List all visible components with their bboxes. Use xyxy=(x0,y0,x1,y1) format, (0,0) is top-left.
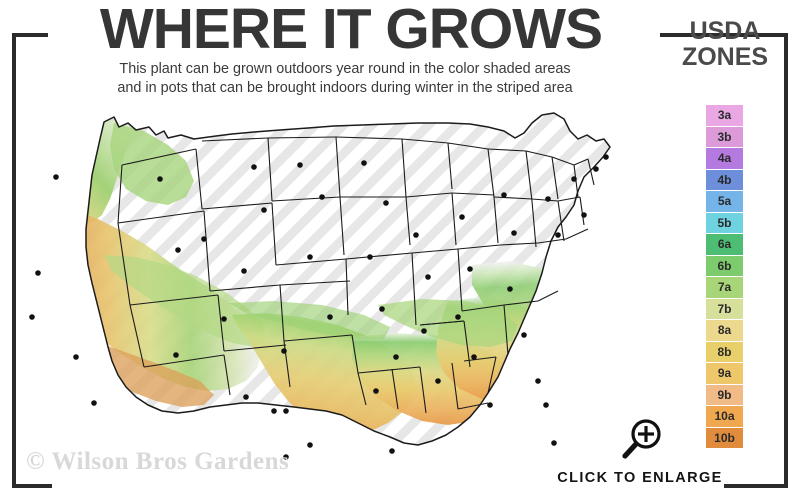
city-dots xyxy=(29,154,609,460)
state-boundaries xyxy=(85,112,611,446)
zone-swatch-8b[interactable]: 8b xyxy=(706,341,743,363)
usda-heading-line-2: ZONES xyxy=(681,43,769,71)
frame-left-segment xyxy=(12,33,16,488)
zone-swatch-10b[interactable]: 10b xyxy=(706,427,743,449)
magnifier-plus-icon[interactable] xyxy=(618,418,666,462)
zone-swatch-8a[interactable]: 8a xyxy=(706,320,743,342)
frame-right-segment xyxy=(784,33,788,455)
zone-swatch-7a[interactable]: 7a xyxy=(706,277,743,299)
watermark: © Wilson Bros Gardens xyxy=(26,448,290,475)
frame-bottom-left-segment xyxy=(12,484,52,488)
zone-swatch-5a[interactable]: 5a xyxy=(706,191,743,213)
zone-swatch-7b[interactable]: 7b xyxy=(706,298,743,320)
zone-swatch-6a[interactable]: 6a xyxy=(706,234,743,256)
zone-swatch-9a[interactable]: 9a xyxy=(706,363,743,385)
zone-swatch-4a[interactable]: 4a xyxy=(706,148,743,170)
usda-zones-heading: USDA ZONES xyxy=(655,18,795,70)
subtitle-line-1: This plant can be grown outdoors year ro… xyxy=(119,61,571,77)
zone-swatch-9b[interactable]: 9b xyxy=(706,384,743,406)
usda-heading-line-1: USDA xyxy=(689,17,761,45)
zone-swatch-4b[interactable]: 4b xyxy=(706,169,743,191)
frame-right-lower-segment xyxy=(784,455,788,488)
zone-swatch-6b[interactable]: 6b xyxy=(706,255,743,277)
usda-hardiness-map[interactable] xyxy=(18,105,648,465)
page-title: WHERE IT GROWS xyxy=(99,0,603,61)
click-to-enlarge-label[interactable]: CLICK TO ENLARGE xyxy=(557,470,723,486)
usda-zone-legend[interactable]: 3a 3b 4a 4b 5a 5b 6a 6b 7a 7b 8a 8b 9a 9b 10a 10b xyxy=(706,105,743,449)
frame-top-right-segment xyxy=(660,33,788,37)
zone-swatch-5b[interactable]: 5b xyxy=(706,212,743,234)
frame-bottom-right-segment xyxy=(724,484,788,488)
zone-swatch-10a[interactable]: 10a xyxy=(706,406,743,428)
page-subtitle: This plant can be grown outdoors year ro… xyxy=(40,60,650,98)
map-svg xyxy=(29,112,611,460)
zone-swatch-3a[interactable]: 3a xyxy=(706,105,743,127)
subtitle-line-2: and in pots that can be brought indoors … xyxy=(117,80,573,96)
frame-top-left-segment xyxy=(12,33,48,37)
zone-swatch-3b[interactable]: 3b xyxy=(706,126,743,148)
